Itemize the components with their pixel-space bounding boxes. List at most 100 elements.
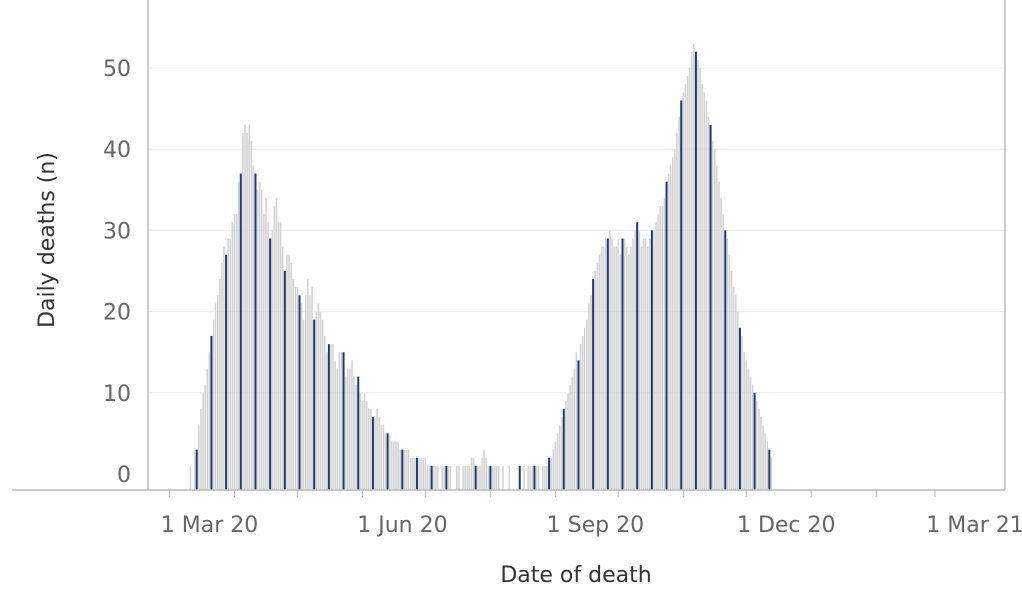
bar (569, 384, 571, 490)
highlight-bar (621, 238, 624, 490)
bar (703, 92, 706, 491)
x-tick-label: 1 Dec 20 (737, 513, 836, 538)
bar (663, 197, 666, 491)
bar (737, 311, 739, 490)
bar (344, 376, 347, 490)
bar (409, 457, 412, 490)
bar (380, 425, 383, 490)
bar (399, 449, 401, 490)
bar (403, 449, 406, 490)
bar (411, 457, 414, 490)
bar (502, 465, 504, 490)
bar (292, 279, 295, 490)
y-tick-label: 60 (103, 0, 131, 1)
bar (426, 465, 429, 490)
bar (405, 449, 408, 490)
highlight-bar (650, 230, 653, 490)
bar (764, 433, 766, 490)
y-tick-label: 30 (103, 219, 131, 244)
highlight-bar (357, 376, 360, 490)
bar (615, 246, 618, 490)
bar (728, 254, 731, 490)
bar (359, 392, 362, 490)
bar (319, 311, 322, 490)
highlight-bar (592, 279, 595, 490)
bar (447, 465, 450, 490)
bar (223, 246, 225, 490)
bar (583, 327, 586, 490)
bar (613, 246, 615, 490)
bar (414, 457, 416, 490)
bar (365, 400, 368, 490)
bar (265, 197, 267, 491)
highlight-bar (562, 409, 565, 490)
bar (219, 279, 221, 490)
highlight-bar (606, 238, 609, 490)
highlight-bar (254, 173, 257, 490)
bar (246, 132, 248, 490)
bar (378, 417, 381, 490)
highlight-bar (342, 352, 345, 490)
bar (393, 441, 395, 490)
bar (204, 384, 206, 490)
highlight-bar (298, 295, 301, 490)
bar (271, 230, 274, 490)
bar (718, 181, 720, 490)
bar (749, 376, 752, 490)
bar (634, 230, 636, 490)
bar (755, 400, 758, 490)
bar (302, 319, 305, 490)
bar (309, 295, 311, 490)
bar (537, 465, 540, 490)
highlight-bar (680, 100, 683, 490)
bar (252, 165, 255, 490)
bar (443, 465, 446, 490)
highlight-bar (401, 449, 404, 490)
bar (397, 441, 399, 490)
highlight-bar (386, 433, 389, 490)
bar (667, 173, 670, 490)
bar (766, 441, 769, 490)
bar (470, 457, 473, 490)
bar (497, 465, 500, 490)
bar (200, 409, 202, 490)
bar (374, 417, 376, 490)
bar (598, 254, 601, 490)
bar (332, 344, 334, 490)
y-tick-label: 40 (103, 138, 131, 163)
bar (604, 238, 607, 490)
bar (384, 433, 387, 490)
bar (632, 238, 634, 490)
bar (227, 238, 230, 490)
bar (493, 465, 496, 490)
bar (349, 368, 351, 490)
y-axis-ticks: 0 10 20 30 40 50 60 (103, 0, 131, 488)
bar (653, 230, 655, 490)
bar (630, 246, 632, 490)
bar (435, 465, 437, 490)
bar (648, 238, 651, 490)
bar (734, 295, 737, 490)
bar (250, 141, 253, 490)
x-axis-ticks: 1 Mar 20 1 Jun 20 1 Sep 20 1 Dec 20 1 Mar 21 (161, 513, 1022, 538)
bar (491, 465, 494, 490)
bar (221, 262, 223, 490)
bar (682, 92, 685, 491)
bar (466, 465, 469, 490)
bar (642, 238, 645, 490)
bar (609, 230, 611, 490)
highlight-bar (709, 124, 712, 490)
bar (388, 433, 391, 490)
bar (508, 465, 511, 490)
bar (382, 425, 385, 490)
bar (760, 417, 762, 490)
y-axis-title: Daily deaths (n) (35, 152, 60, 328)
bar (762, 425, 764, 490)
bar (684, 84, 687, 491)
bar (707, 116, 710, 490)
bar (571, 376, 573, 490)
bar (575, 352, 578, 490)
bar (686, 76, 689, 491)
bar (294, 287, 297, 490)
bar (485, 457, 487, 490)
